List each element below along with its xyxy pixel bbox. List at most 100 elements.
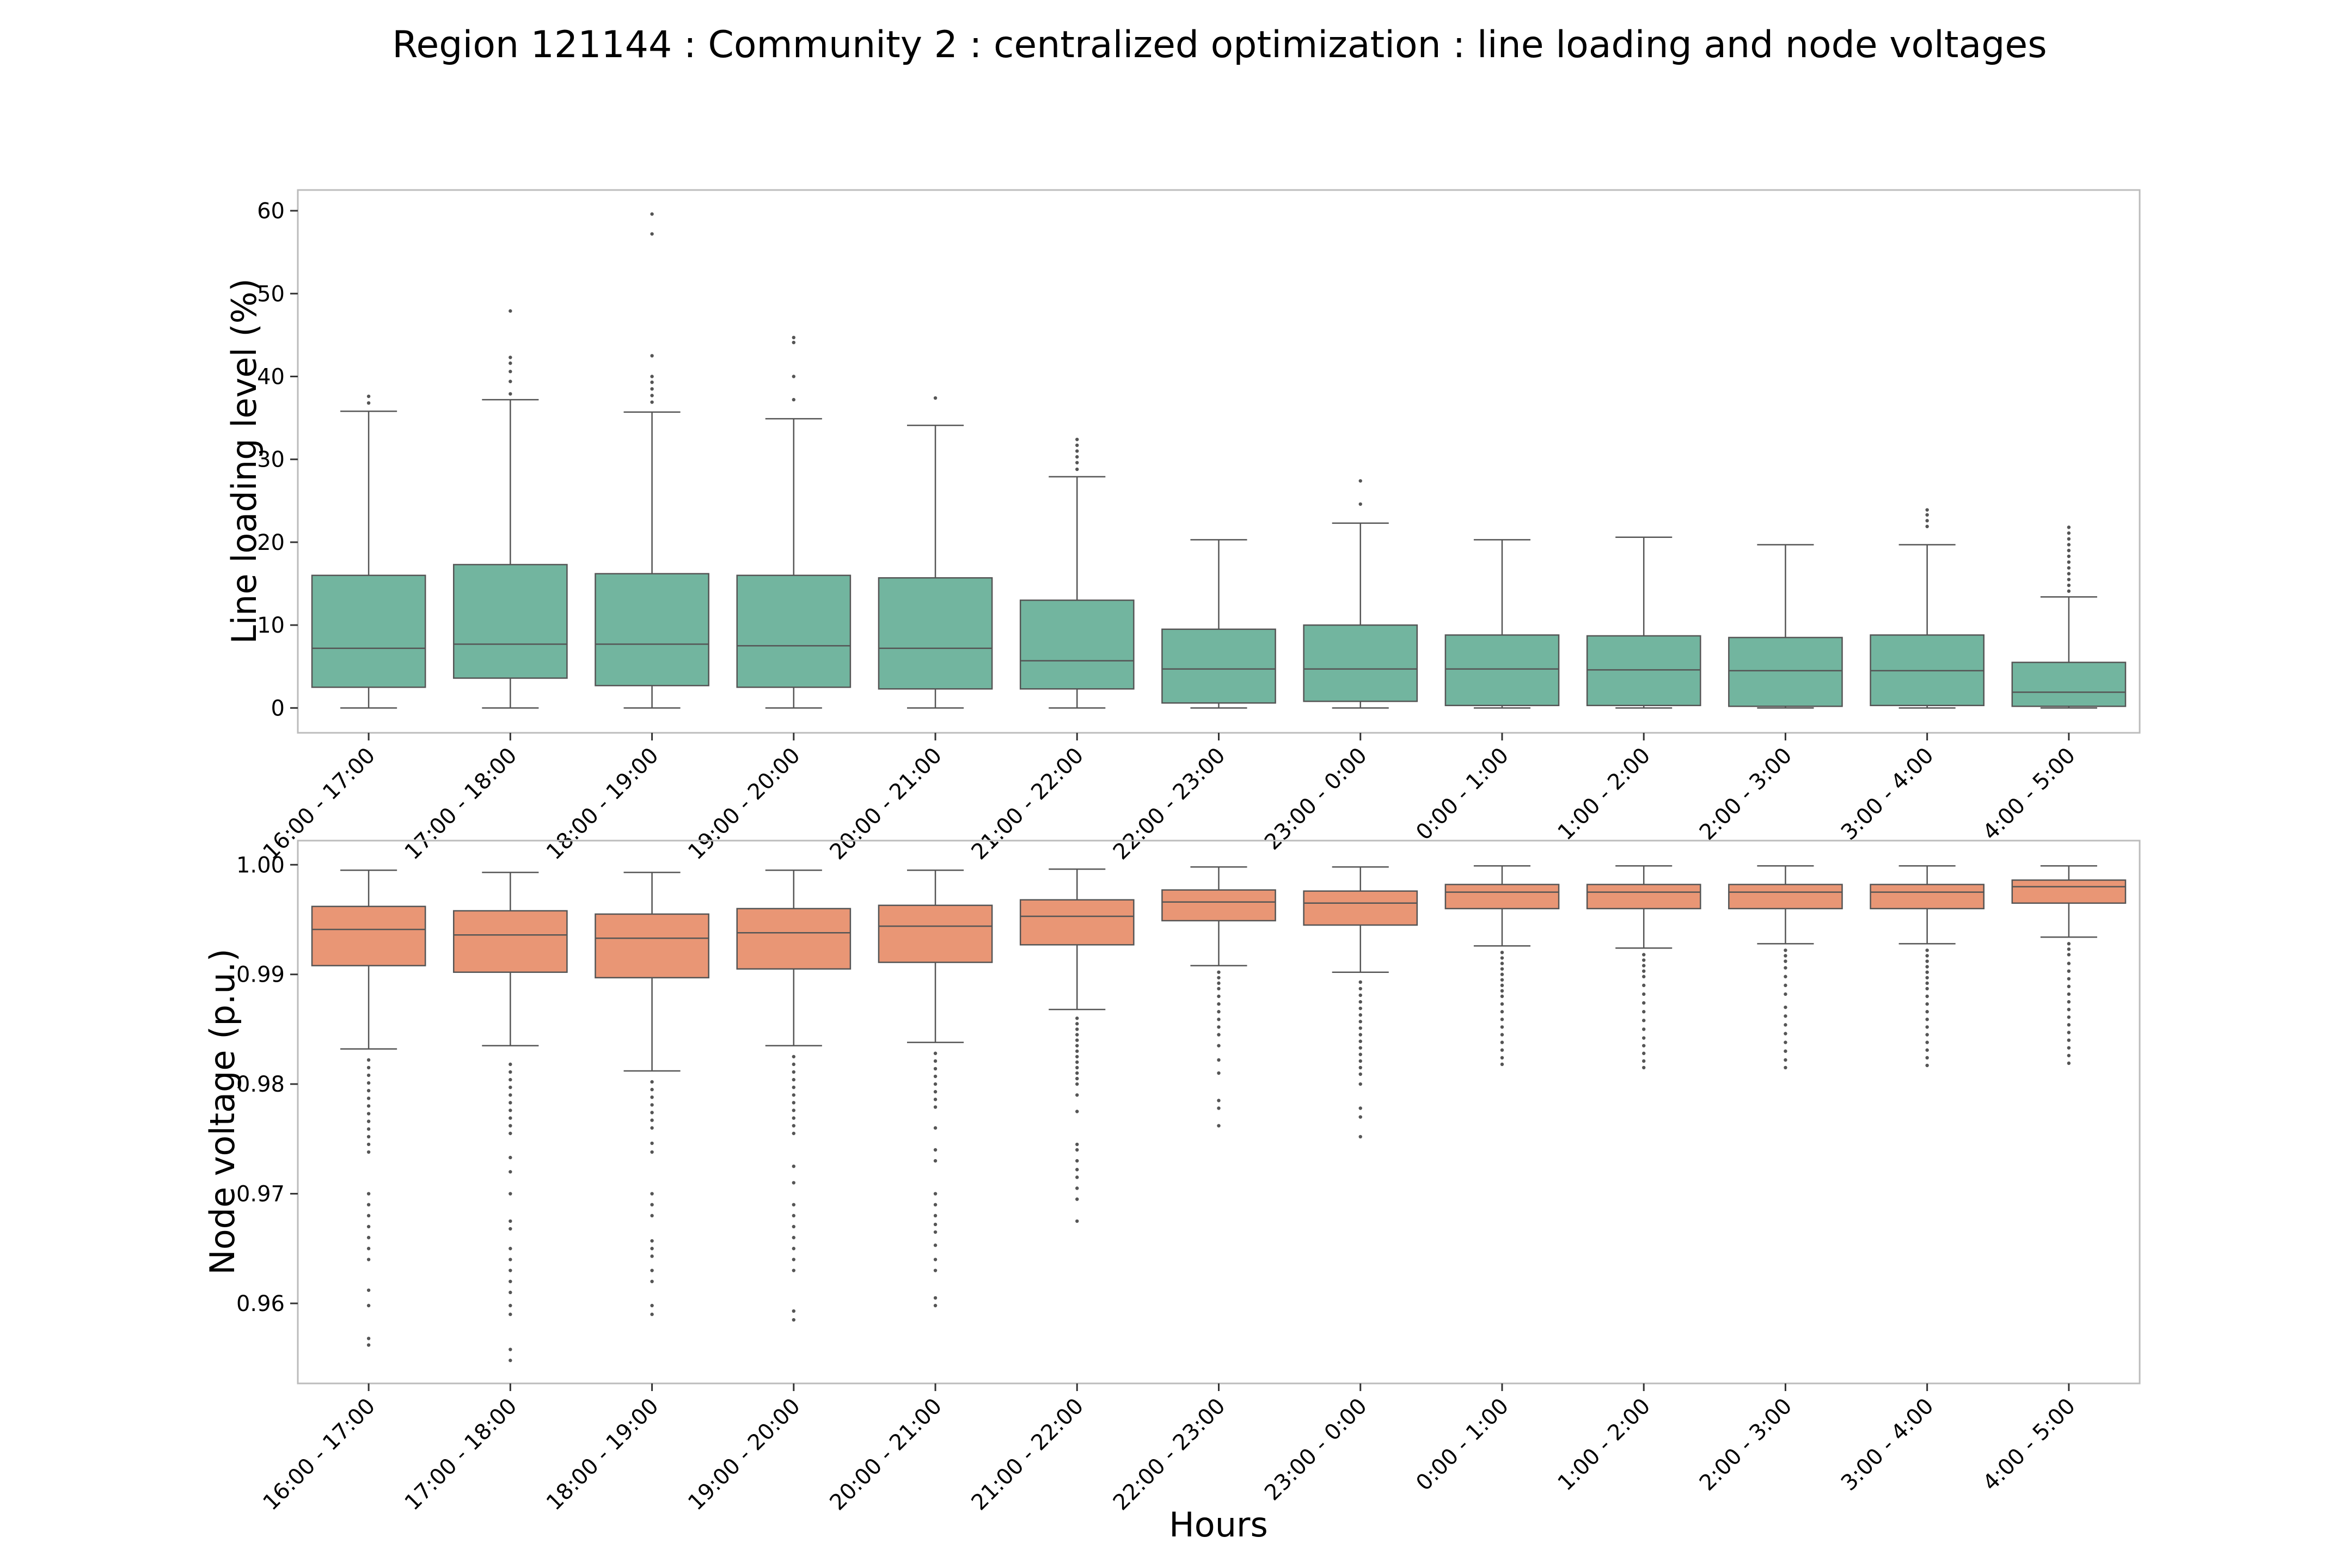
node-voltage-box-1 bbox=[453, 872, 568, 1362]
box-body bbox=[1728, 884, 1843, 910]
outlier-point bbox=[2067, 572, 2071, 575]
outlier-point bbox=[1075, 1055, 1079, 1058]
outlier-point bbox=[933, 1203, 938, 1206]
outlier-point bbox=[1925, 1010, 1929, 1014]
outlier-point bbox=[1358, 1106, 1362, 1110]
outlier-point bbox=[509, 1108, 512, 1112]
outlier-point bbox=[1641, 1059, 1646, 1063]
outlier-point bbox=[1500, 994, 1504, 999]
outlier-point bbox=[509, 1279, 512, 1283]
outlier-point bbox=[1358, 1039, 1362, 1043]
outlier-point bbox=[1641, 1019, 1646, 1022]
outlier-point bbox=[1075, 455, 1079, 459]
box-body bbox=[1161, 889, 1276, 922]
line-loading-y-axis-label: Line loading level (%) bbox=[224, 278, 264, 644]
node-voltage-box-7 bbox=[1303, 866, 1418, 1139]
outlier-point bbox=[509, 1124, 512, 1128]
box-body bbox=[1019, 899, 1135, 946]
outlier-point bbox=[1925, 508, 1929, 512]
outlier-point bbox=[1784, 1014, 1787, 1018]
outlier-point bbox=[366, 1343, 371, 1347]
outlier-point bbox=[650, 1239, 654, 1243]
line-loading-box-9 bbox=[1586, 536, 1701, 709]
box-body bbox=[1586, 884, 1701, 910]
outlier-point bbox=[792, 1203, 796, 1206]
outlier-point bbox=[792, 335, 796, 340]
node-voltage-y-tick-label: 0.97 bbox=[236, 1182, 285, 1207]
outlier-point bbox=[509, 1070, 512, 1074]
outlier-point bbox=[1217, 1002, 1221, 1006]
outlier-point bbox=[2067, 1015, 2071, 1019]
outlier-point bbox=[2067, 992, 2071, 996]
box-body bbox=[595, 573, 709, 687]
outlier-point bbox=[1358, 1115, 1362, 1119]
outlier-point bbox=[1500, 1033, 1504, 1037]
outlier-point bbox=[1075, 1049, 1079, 1053]
outlier-point bbox=[650, 1254, 654, 1258]
outlier-point bbox=[1358, 479, 1362, 483]
outlier-point bbox=[1075, 1027, 1079, 1031]
outlier-point bbox=[1500, 1025, 1504, 1029]
outlier-point bbox=[509, 309, 512, 313]
outlier-point bbox=[2067, 947, 2071, 951]
outlier-point bbox=[1500, 1048, 1504, 1052]
box-body bbox=[453, 910, 568, 973]
outlier-point bbox=[366, 1247, 371, 1251]
outlier-point bbox=[1358, 1013, 1362, 1017]
outlier-point bbox=[933, 1082, 938, 1086]
outlier-point bbox=[1500, 989, 1504, 993]
outlier-point bbox=[650, 1111, 654, 1114]
node-voltage-y-tick-label: 0.98 bbox=[236, 1072, 285, 1097]
outlier-point bbox=[1641, 975, 1646, 978]
outlier-point bbox=[2067, 977, 2071, 981]
outlier-point bbox=[2067, 942, 2071, 946]
outlier-point bbox=[650, 400, 654, 404]
box-body bbox=[311, 905, 426, 966]
outlier-point bbox=[1217, 1044, 1221, 1048]
outlier-point bbox=[650, 1118, 654, 1122]
outlier-point bbox=[2067, 525, 2071, 529]
outlier-point bbox=[1358, 1082, 1362, 1086]
outlier-point bbox=[366, 401, 371, 405]
outlier-point bbox=[1925, 519, 1929, 523]
outlier-point bbox=[509, 1093, 512, 1097]
outlier-point bbox=[933, 1214, 938, 1218]
line-loading-y-tick-label: 20 bbox=[257, 530, 285, 555]
outlier-point bbox=[792, 1165, 796, 1168]
node-voltage-box-2 bbox=[595, 872, 709, 1316]
node-voltage-y-tick-label: 0.96 bbox=[236, 1291, 285, 1316]
node-voltage-y-tick-label: 0.99 bbox=[236, 963, 285, 988]
node-voltage-y-ticks: 0.96 0.97 0.98 0.99 1.00 bbox=[236, 853, 298, 1316]
outlier-point bbox=[2067, 554, 2071, 558]
outlier-point bbox=[509, 1269, 512, 1272]
outlier-point bbox=[792, 397, 796, 402]
outlier-point bbox=[1075, 1060, 1079, 1064]
outlier-point bbox=[1925, 994, 1929, 999]
outlier-point bbox=[650, 1203, 654, 1206]
outlier-point bbox=[366, 1203, 371, 1206]
node-voltage-box-4 bbox=[878, 869, 993, 1308]
outlier-point bbox=[1217, 987, 1221, 991]
outlier-point bbox=[509, 379, 512, 383]
outlier-point bbox=[1500, 1002, 1504, 1006]
line-loading-box-7 bbox=[1303, 479, 1418, 709]
outlier-point bbox=[650, 387, 654, 391]
outlier-point bbox=[650, 1312, 654, 1316]
outlier-point bbox=[1641, 964, 1646, 967]
outlier-point bbox=[2067, 1031, 2071, 1034]
node-voltage-y-axis-label: Node voltage (p.u.) bbox=[203, 948, 242, 1275]
box-body bbox=[2011, 661, 2127, 707]
outlier-point bbox=[1358, 1072, 1362, 1076]
outlier-point bbox=[509, 1227, 512, 1231]
outlier-point bbox=[1925, 981, 1929, 985]
outlier-point bbox=[1217, 976, 1221, 979]
outlier-point bbox=[509, 1131, 512, 1135]
outlier-point bbox=[509, 356, 512, 359]
outlier-point bbox=[933, 1230, 938, 1234]
outlier-point bbox=[650, 232, 654, 236]
outlier-point bbox=[792, 1062, 796, 1067]
box-body bbox=[878, 577, 993, 690]
outlier-point bbox=[1217, 1099, 1221, 1102]
outlier-point bbox=[366, 1224, 371, 1229]
outlier-point bbox=[1784, 1058, 1787, 1062]
